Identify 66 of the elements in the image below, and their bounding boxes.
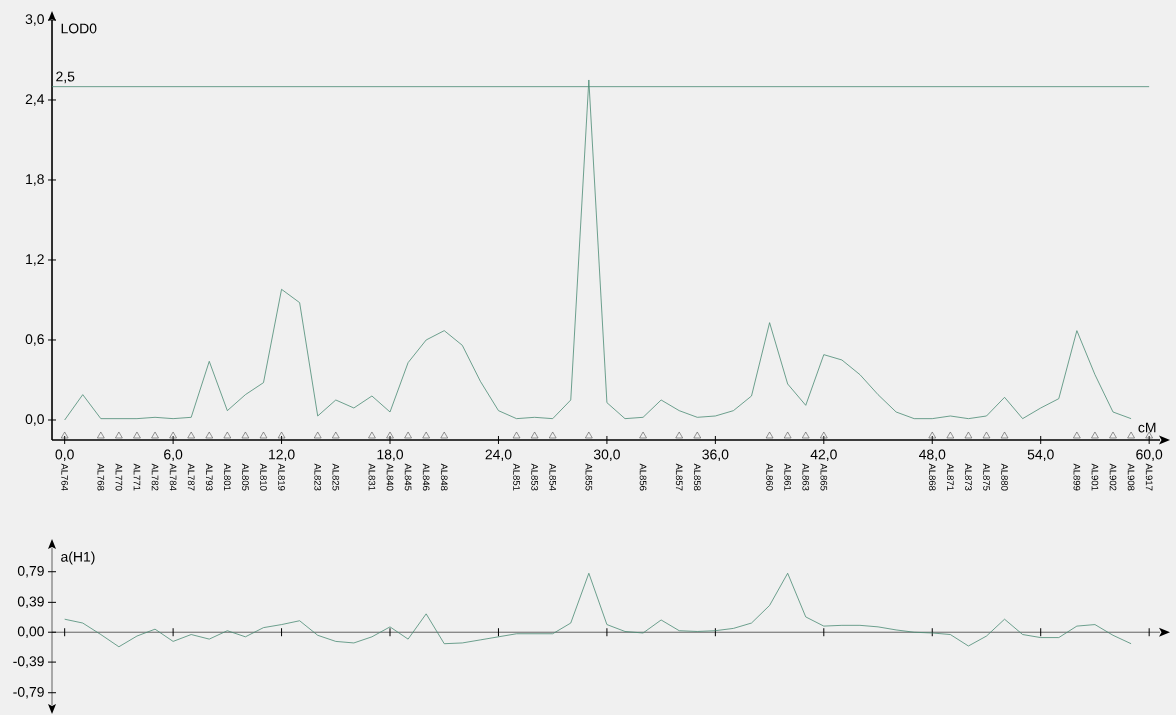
data-label: AL784	[169, 463, 177, 491]
data-label: AL848	[440, 463, 448, 491]
y-tick-label: 0,00	[17, 626, 44, 638]
y-tick-label: 0,79	[17, 565, 44, 578]
x-tick-label: 24,0	[485, 449, 512, 462]
y-tick-label: -0,79	[13, 686, 44, 699]
y-tick-label: -0,39	[13, 656, 44, 668]
x-tick-label: 18,0	[377, 449, 404, 462]
data-label: AL855	[585, 463, 593, 491]
data-label: AL787	[187, 463, 195, 491]
data-label: AL845	[404, 463, 412, 491]
data-label: AL771	[133, 463, 141, 491]
data-label: AL851	[513, 463, 520, 491]
data-label: AL801	[223, 463, 231, 491]
y-tick-label: 2,4	[25, 94, 45, 106]
data-label: AL854	[549, 463, 557, 491]
data-label: AL831	[368, 463, 376, 491]
data-label: AL873	[965, 463, 972, 491]
data-label: AL868	[928, 463, 936, 491]
x-tick-label: 54,0	[1027, 449, 1054, 462]
data-label: AL917	[1145, 463, 1153, 491]
data-label: AL858	[693, 463, 701, 491]
data-label: AL825	[332, 463, 340, 491]
x-tick-label: 36,0	[702, 449, 729, 462]
data-label: AL863	[802, 463, 810, 491]
data-label: AL908	[1127, 463, 1135, 491]
data-label: AL899	[1073, 463, 1081, 491]
x-tick-label: 6,0	[164, 449, 183, 462]
y-tick-label: 0,0	[25, 414, 44, 426]
data-label: AL860	[766, 463, 773, 491]
data-label: AL819	[278, 463, 285, 491]
y-axis-title: LOD0	[61, 23, 97, 34]
y-tick-label: 1,2	[26, 254, 44, 266]
data-label: AL880	[1001, 463, 1008, 491]
data-label: AL902	[1109, 463, 1117, 491]
data-label: AL810	[260, 463, 267, 491]
x-tick-label: 60,0	[1136, 449, 1163, 462]
y-tick-label: 0,6	[25, 334, 44, 346]
data-label: AL861	[784, 463, 792, 491]
x-tick-label: 30,0	[593, 449, 620, 462]
data-label: AL823	[314, 463, 322, 491]
ref-line-label: 2,5	[56, 71, 75, 84]
data-label: AL793	[205, 463, 213, 491]
data-label: AL853	[531, 463, 538, 491]
data-label: AL768	[97, 463, 105, 491]
data-label: AL901	[1091, 463, 1099, 491]
data-label: AL846	[422, 463, 430, 491]
data-label: AL770	[115, 463, 123, 491]
data-label: AL805	[242, 463, 249, 491]
x-tick-label: 0,0	[55, 449, 74, 462]
data-label: AL856	[639, 463, 647, 491]
y-axis-title: a(H1)	[61, 551, 95, 565]
x-tick-label: 12,0	[269, 449, 295, 462]
x-axis-title: cM	[1138, 422, 1156, 433]
y-tick-label: 3,0	[25, 14, 44, 26]
data-label: AL764	[61, 463, 69, 491]
x-tick-label: 42,0	[810, 449, 837, 462]
data-label: AL875	[983, 463, 990, 491]
y-tick-label: 0,39	[17, 596, 44, 609]
data-label: AL857	[675, 463, 683, 491]
data-label: AL871	[946, 463, 954, 491]
data-label: AL782	[151, 463, 159, 491]
data-label: AL865	[820, 463, 828, 491]
data-label: AL840	[386, 463, 394, 491]
y-tick-label: 1,8	[26, 174, 44, 186]
x-tick-label: 48,0	[919, 449, 946, 462]
